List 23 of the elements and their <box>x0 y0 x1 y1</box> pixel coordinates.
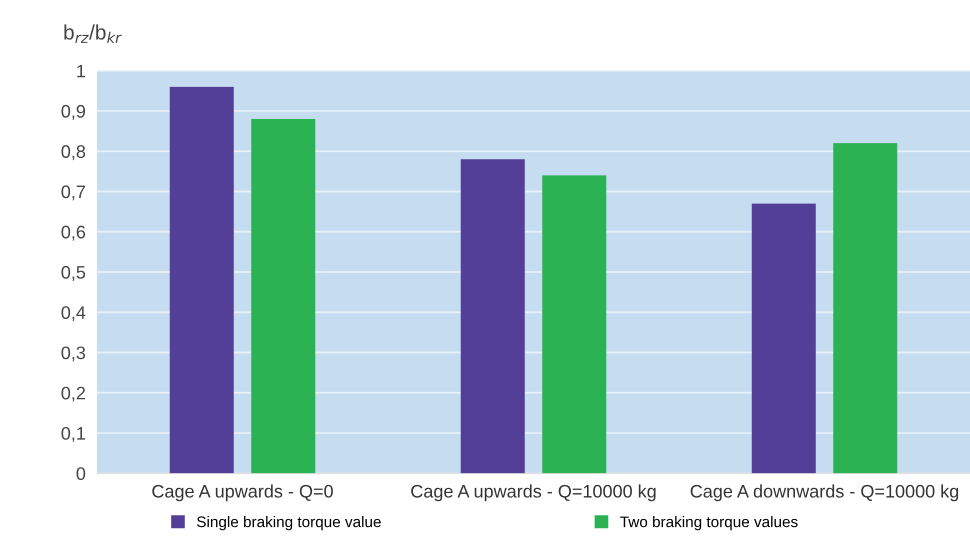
bar <box>752 204 816 474</box>
y-axis-title: b$_{rz}$/b$_{kr}$ <box>64 24 122 43</box>
legend-label: Single braking torque value <box>197 516 381 530</box>
y-tick-label: 1 <box>77 64 86 78</box>
y-tick-label: 0,9 <box>61 104 86 120</box>
legend-label: Two braking torque values <box>620 516 798 530</box>
y-tick-label: 0,8 <box>61 145 86 160</box>
bar <box>460 159 525 474</box>
y-tick-label: 0,5 <box>61 266 86 281</box>
x-tick-label: Cage A downwards - Q=10000 kg <box>690 484 958 502</box>
bar <box>542 175 606 474</box>
bar <box>251 119 316 474</box>
y-tick-label: 0,2 <box>61 386 85 402</box>
bar <box>170 86 234 474</box>
y-tick-label: 0,3 <box>61 346 86 362</box>
y-tick-label: 0,6 <box>61 226 86 241</box>
y-tick-label: 0 <box>76 467 86 480</box>
y-tick-label: 0,1 <box>61 426 86 442</box>
y-tick-label: 0,4 <box>61 306 86 322</box>
y-tick-label: 0,7 <box>61 185 85 200</box>
bar <box>833 143 898 474</box>
x-tick-label: Cage A upwards - Q=0 <box>152 484 333 502</box>
x-tick-label: Cage A upwards - Q=10000 kg <box>411 484 656 502</box>
